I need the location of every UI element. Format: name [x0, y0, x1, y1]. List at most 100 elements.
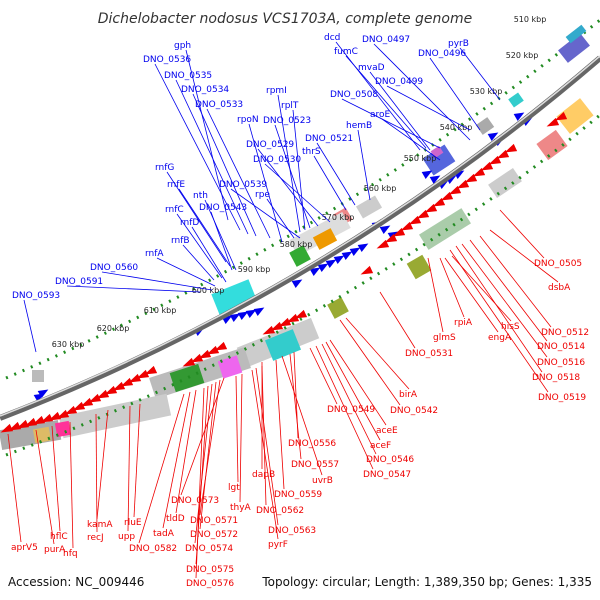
gene-arrow — [440, 191, 454, 201]
gene-label: DNO_0529 — [246, 140, 294, 150]
kbp-scale-labels: 510 kbp 520 kbp 530 kbp 540 kbp 550 kbp 560 k… — [52, 15, 547, 349]
gene-label: dcd — [324, 33, 340, 43]
gene-arrow — [88, 393, 102, 403]
gene-arrow — [144, 365, 158, 375]
gene-label: rpoN — [237, 115, 259, 125]
gene-arrow — [286, 313, 300, 323]
label-leader — [101, 271, 213, 291]
gene-label: DNO_0535 — [164, 71, 212, 81]
gene-label: rluE — [124, 518, 142, 528]
gene-arrow — [190, 353, 204, 363]
gene-label: DNO_0591 — [55, 277, 103, 287]
reverse-gene-arrows — [0, 111, 568, 433]
gene-label: DNO_0557 — [291, 460, 339, 470]
gene-block — [355, 195, 383, 219]
gene-label: rpe — [255, 190, 270, 200]
label-leader — [275, 359, 285, 490]
gene-label: DNO_0519 — [538, 393, 586, 403]
label-leader — [35, 429, 55, 545]
label-leader — [309, 347, 338, 405]
label-leader — [239, 373, 243, 503]
gene-label: DNO_0523 — [263, 116, 311, 126]
gene-arrow — [384, 233, 398, 243]
map-title: Dichelobacter nodosus VCS1703A, complete… — [98, 11, 472, 27]
label-leader — [255, 367, 279, 526]
gene-arrow — [341, 251, 353, 260]
label-leader — [292, 109, 306, 231]
gene-arrow — [182, 357, 196, 367]
gene-arrow — [278, 317, 292, 327]
label-leader — [386, 85, 471, 131]
label-leader — [162, 391, 191, 529]
gene-label: rnfA — [145, 249, 164, 259]
gene-label: DNO_0521 — [305, 134, 353, 144]
gene-block — [327, 297, 349, 319]
gene-label: DNO_0573 — [171, 496, 219, 506]
gene-label: pyrB — [448, 39, 469, 49]
label-leader — [339, 319, 401, 406]
label-leader — [289, 353, 302, 460]
gene-label: hfq — [63, 549, 78, 559]
inner-tick-ring — [5, 113, 600, 457]
gene-label: rpmI — [266, 86, 287, 96]
label-leader — [23, 299, 37, 353]
reverse-label-leaders — [7, 209, 559, 579]
gene-arrow — [504, 143, 518, 153]
kbp-label: 590 kbp — [238, 265, 271, 274]
kbp-label: 600 kbp — [192, 286, 225, 295]
outer-tick-ring — [5, 18, 600, 380]
gene-label: hisS — [501, 322, 520, 332]
kbp-label: 630 kbp — [52, 340, 85, 349]
kbp-label: 540 kbp — [440, 123, 473, 132]
gene-arrow — [229, 313, 241, 322]
gene-label: uvrB — [312, 476, 333, 486]
gene-label: purA — [44, 545, 66, 555]
gene-label: dapB — [252, 470, 275, 480]
gene-label: aceF — [370, 441, 391, 451]
gene-arrow — [325, 259, 337, 268]
kbp-label: 520 kbp — [506, 51, 539, 60]
gene-arrow — [546, 117, 560, 127]
label-leader — [195, 387, 205, 579]
label-leader — [69, 421, 74, 549]
gene-arrow — [262, 325, 276, 335]
gene-block — [32, 426, 52, 444]
gene-label: tadA — [153, 529, 175, 539]
label-leader — [204, 199, 237, 271]
gene-label: DNO_0571 — [190, 516, 238, 526]
gene-arrow — [496, 149, 510, 159]
forward-gene-arrows — [33, 112, 533, 402]
label-leader — [281, 355, 323, 476]
label-leader — [251, 369, 279, 540]
label-leader — [210, 211, 233, 271]
label-leader — [194, 383, 213, 544]
label-leader — [277, 94, 301, 233]
gene-label: glmS — [433, 333, 456, 343]
gene-label: DNO_0497 — [362, 35, 410, 45]
gene-arrow — [120, 377, 134, 387]
label-leader — [321, 343, 377, 455]
label-leader — [206, 108, 271, 239]
gene-label: DNO_0512 — [541, 328, 589, 338]
forward-label-leaders — [23, 41, 501, 353]
gene-arrow — [333, 255, 345, 264]
gene-arrow — [104, 385, 118, 395]
gene-label: rnfB — [171, 236, 190, 246]
label-leader — [461, 243, 548, 358]
gene-arrow — [416, 209, 430, 219]
label-leader — [175, 389, 197, 514]
label-leader — [379, 291, 416, 349]
label-leader — [257, 148, 319, 227]
gene-label: rnfG — [155, 163, 174, 173]
gene-label: DNO_0575 — [186, 565, 234, 575]
gene-arrow — [206, 345, 220, 355]
gene-label: rnfE — [167, 180, 185, 190]
genome-backbone — [0, 55, 600, 421]
label-leader — [369, 71, 431, 151]
gene-label: DNO_0530 — [253, 155, 301, 165]
gene-arrow — [360, 265, 374, 275]
gene-label: lgt — [228, 483, 240, 493]
gene-block — [264, 329, 302, 361]
label-leader — [248, 123, 283, 243]
gene-arrow — [464, 173, 478, 183]
